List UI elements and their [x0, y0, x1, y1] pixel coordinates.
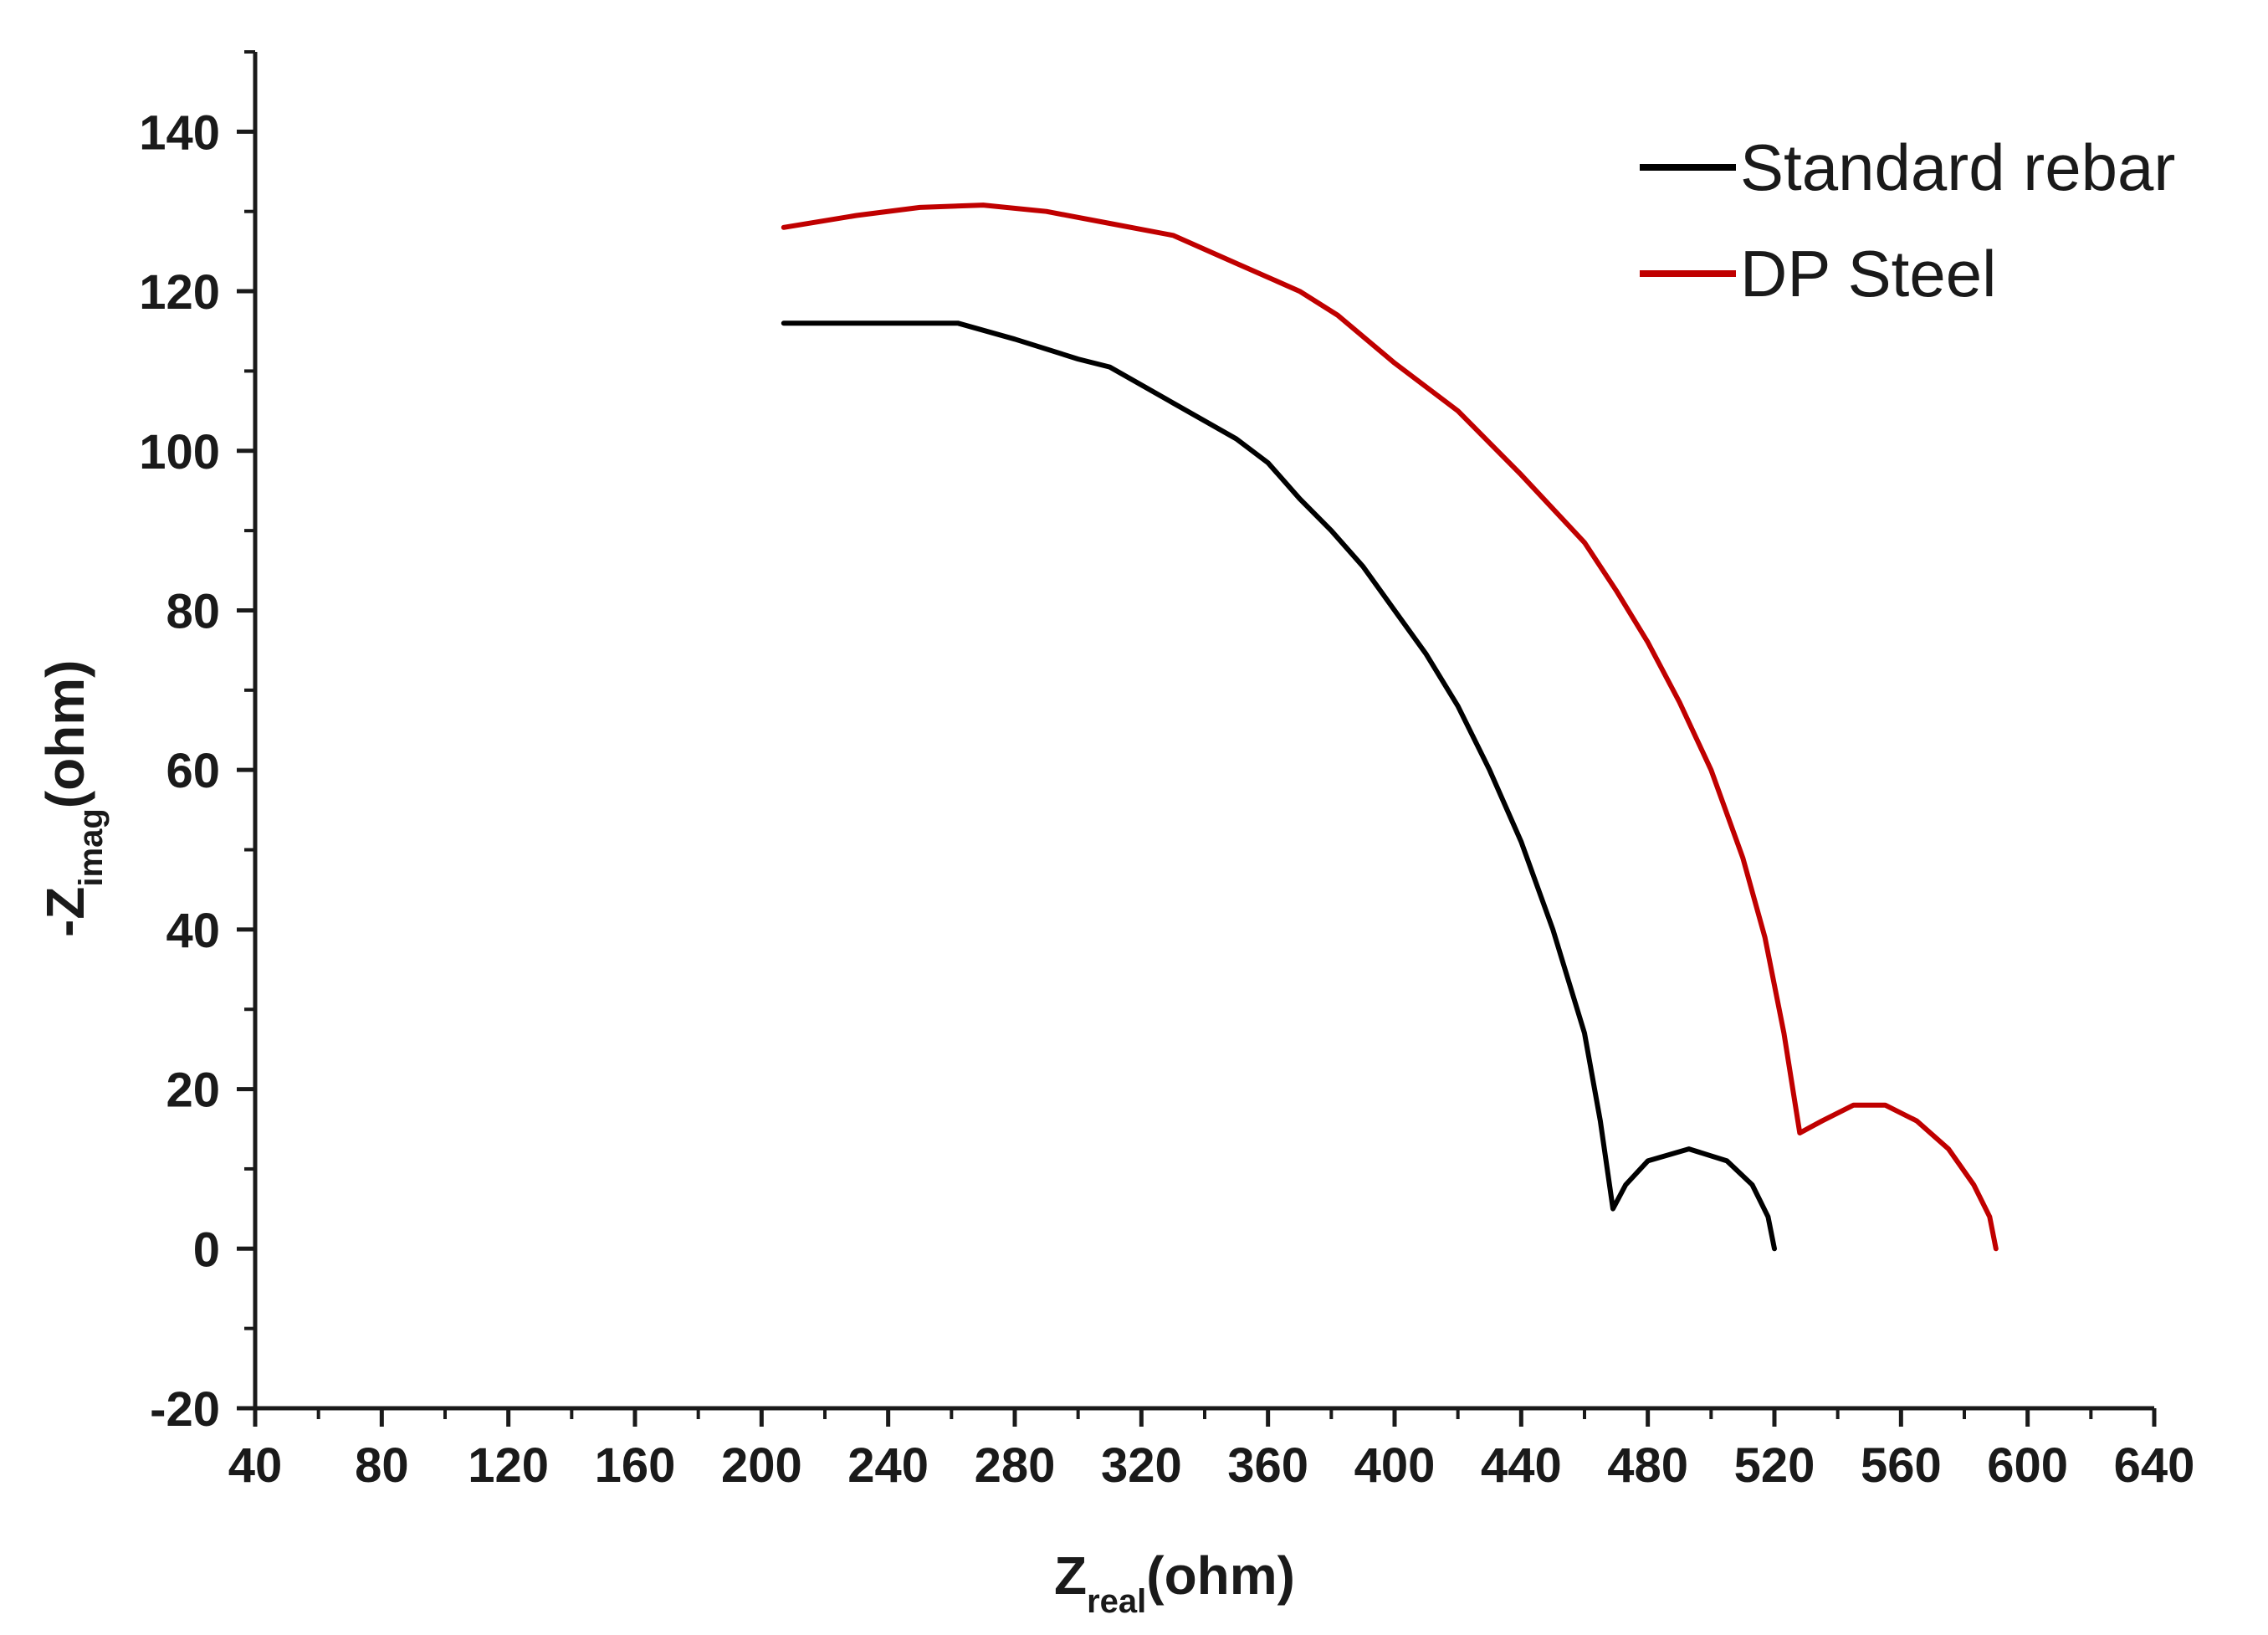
x-tick-label: 600 — [1987, 1438, 2068, 1493]
x-tick-label: 80 — [355, 1438, 409, 1493]
legend: Standard rebar DP Steel — [1640, 131, 2175, 310]
y-axis-title-sub: imag — [73, 808, 110, 886]
x-tick-label: 400 — [1354, 1438, 1436, 1493]
x-tick-label: 320 — [1101, 1438, 1182, 1493]
x-tick-label: 440 — [1481, 1438, 1562, 1493]
series-line-dp-steel — [781, 202, 1999, 1252]
series-layer — [781, 202, 1999, 1252]
y-tick-label: 80 — [166, 584, 220, 638]
y-tick-label: 0 — [193, 1222, 220, 1277]
legend-label-standard-rebar: Standard rebar — [1740, 131, 2175, 204]
y-axis-title: -Zimag(ohm) — [35, 660, 110, 937]
x-tick-label: 120 — [468, 1438, 549, 1493]
x-axis-title-sub: real — [1087, 1583, 1146, 1620]
x-tick-label: 200 — [721, 1438, 802, 1493]
y-axis-title-main: -Z — [35, 887, 95, 937]
y-tick-label: 20 — [166, 1064, 220, 1118]
series-line-standard-rebar — [781, 320, 1777, 1252]
x-axis-title-main: Z — [1054, 1545, 1087, 1606]
x-axis-title-unit: (ohm) — [1146, 1545, 1295, 1606]
x-tick-label: 40 — [228, 1438, 283, 1493]
y-tick-label: 140 — [139, 105, 220, 160]
x-tick-label: 160 — [595, 1438, 676, 1493]
ticks-layer: 40 80 120 160 200 240 280 320 360 400 440 480 520 560… — [139, 50, 2195, 1493]
x-tick-label: 640 — [2114, 1438, 2195, 1493]
x-axis-title: Zreal(ohm) — [1054, 1545, 1295, 1620]
x-tick-label: 560 — [1861, 1438, 1942, 1493]
y-tick-label: 100 — [139, 425, 220, 479]
y-tick-label: 60 — [166, 744, 220, 798]
x-tick-label: 240 — [847, 1438, 929, 1493]
legend-label-dp-steel: DP Steel — [1740, 237, 1996, 310]
y-tick-label: -20 — [150, 1382, 220, 1437]
x-tick-label: 520 — [1734, 1438, 1815, 1493]
y-tick-label: 40 — [166, 904, 220, 958]
x-tick-label: 280 — [975, 1438, 1056, 1493]
x-tick-label: 480 — [1607, 1438, 1688, 1493]
y-tick-label: 120 — [139, 265, 220, 320]
y-axis-title-unit: (ohm) — [35, 660, 95, 809]
x-tick-label: 360 — [1227, 1438, 1308, 1493]
